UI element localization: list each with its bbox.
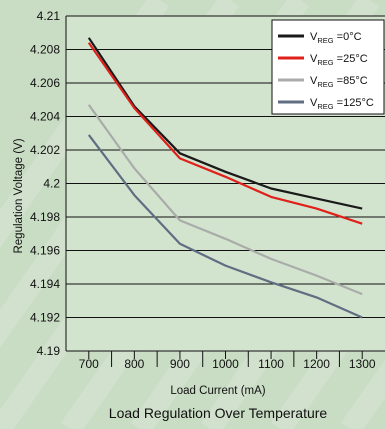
chart-caption: Load Regulation Over Temperature bbox=[109, 405, 328, 421]
series-line bbox=[87, 134, 363, 319]
x-tick-label: 1300 bbox=[349, 357, 376, 371]
x-tick-label: 800 bbox=[124, 357, 144, 371]
legend-label: VREG =25°C bbox=[310, 53, 368, 67]
y-axis-ticks: 4.19 4.192 4.194 4.196 4.198 4.2 4.202 4.204 4.2… bbox=[30, 9, 60, 358]
y-tick-label: 4.2 bbox=[43, 177, 60, 191]
watermark-stroke bbox=[270, 259, 385, 429]
x-axis-title: Load Current (mA) bbox=[170, 385, 265, 397]
x-tick-label: 900 bbox=[170, 357, 190, 371]
x-tick-label: 700 bbox=[79, 357, 99, 371]
y-tick-label: 4.204 bbox=[30, 110, 60, 124]
y-axis-title: Regulation Voltage (V) bbox=[13, 138, 25, 253]
legend-label: VREG =0°C bbox=[310, 31, 362, 45]
y-tick-label: 4.19 bbox=[37, 344, 61, 358]
y-tick-label: 4.198 bbox=[30, 210, 60, 224]
series-line bbox=[87, 42, 363, 225]
x-axis-ticks: 700 800 900 1000 1100 1200 1300 bbox=[79, 351, 376, 371]
legend-label: VREG =125°C bbox=[310, 97, 374, 111]
series-layer bbox=[87, 37, 363, 319]
legend: VREG =0°C VREG =25°C VREG =85°C VREG =125°C bbox=[271, 19, 385, 115]
x-tick-label: 1100 bbox=[258, 357, 284, 371]
y-tick-label: 4.192 bbox=[30, 311, 60, 325]
series-line bbox=[87, 104, 363, 296]
y-tick-label: 4.208 bbox=[30, 43, 60, 57]
y-tick-label: 4.196 bbox=[30, 244, 60, 258]
y-tick-label: 4.206 bbox=[30, 76, 60, 90]
y-tick-label: 4.21 bbox=[37, 9, 61, 23]
y-tick-label: 4.194 bbox=[30, 277, 60, 291]
y-tick-label: 4.202 bbox=[30, 143, 60, 157]
x-tick-label: 1200 bbox=[303, 357, 330, 371]
x-tick-label: 1000 bbox=[212, 357, 239, 371]
legend-label: VREG =85°C bbox=[310, 75, 368, 89]
